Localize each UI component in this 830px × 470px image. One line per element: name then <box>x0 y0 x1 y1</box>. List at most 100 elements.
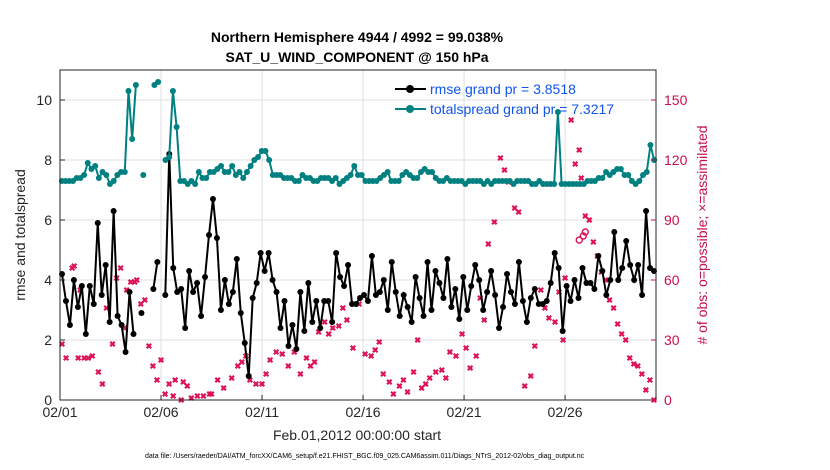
x-tick-label: 02/26 <box>548 404 583 420</box>
point-spread <box>384 169 391 175</box>
obs-assimilated-marker <box>473 352 480 360</box>
obs-assimilated-marker <box>117 264 124 272</box>
obs-assimilated-marker <box>438 366 445 374</box>
point-rmse <box>635 262 642 268</box>
obs-assimilated-marker <box>590 238 597 246</box>
obs-possible-marker <box>579 232 587 240</box>
point-rmse <box>527 295 534 301</box>
y-tick-label-left: 10 <box>36 92 52 108</box>
point-rmse <box>531 286 538 292</box>
point-rmse <box>599 268 606 274</box>
point-rmse <box>507 289 514 295</box>
obs-assimilated-marker <box>380 370 387 378</box>
point-rmse <box>182 325 189 331</box>
point-rmse <box>388 259 395 265</box>
point-rmse <box>341 283 348 289</box>
point-rmse <box>114 313 121 319</box>
point-rmse <box>364 298 371 304</box>
point-spread <box>240 175 247 181</box>
obs-assimilated-marker <box>368 352 375 360</box>
point-rmse <box>309 319 316 325</box>
point-spread <box>225 169 232 175</box>
obs-assimilated-marker <box>252 380 260 388</box>
obs-assimilated-marker <box>446 348 453 356</box>
point-rmse <box>376 289 383 295</box>
point-rmse <box>353 301 360 307</box>
x-tick-label: 02/11 <box>245 404 279 420</box>
point-rmse <box>368 253 375 259</box>
point-spread <box>203 175 210 181</box>
point-rmse <box>623 238 630 244</box>
point-rmse <box>209 196 216 202</box>
point-rmse <box>301 328 308 334</box>
point-rmse <box>456 316 463 322</box>
point-rmse <box>460 274 467 280</box>
obs-possible-marker <box>581 228 589 236</box>
point-rmse <box>360 292 367 298</box>
obs-markers <box>58 116 658 404</box>
point-rmse <box>78 283 85 289</box>
point-rmse <box>575 295 582 301</box>
point-spread <box>551 181 558 187</box>
point-rmse <box>86 283 93 289</box>
point-rmse <box>444 256 451 262</box>
point-spread <box>414 175 421 181</box>
obs-assimilated-marker <box>137 300 144 308</box>
obs-assimilated-marker <box>396 382 403 390</box>
point-rmse <box>221 277 228 283</box>
obs-assimilated-marker <box>267 356 274 364</box>
point-rmse <box>325 298 332 304</box>
obs-assimilated-marker <box>521 382 528 390</box>
point-rmse <box>551 250 558 256</box>
point-rmse <box>261 268 268 274</box>
point-rmse <box>245 373 252 379</box>
point-rmse <box>627 262 634 268</box>
point-rmse <box>198 313 205 319</box>
point-spread <box>173 124 180 130</box>
x-tick-label: 02/16 <box>346 404 381 420</box>
obs-assimilated-marker <box>418 384 425 392</box>
point-rmse <box>559 328 566 334</box>
obs-assimilated-marker <box>618 330 625 338</box>
point-rmse <box>106 319 113 325</box>
obs-assimilated-marker <box>157 356 165 364</box>
obs-assimilated-marker <box>467 364 474 372</box>
point-spread <box>218 163 225 169</box>
obs-assimilated-marker <box>376 338 383 346</box>
obs-assimilated-marker <box>610 304 617 312</box>
point-rmse <box>607 277 614 283</box>
obs-assimilated-marker <box>279 350 286 358</box>
obs-assimilated-marker <box>511 204 518 212</box>
point-spread <box>84 160 91 166</box>
point-spread <box>169 88 176 94</box>
point-rmse <box>285 343 292 349</box>
point-rmse <box>70 277 77 283</box>
obs-assimilated-marker <box>459 330 466 338</box>
obs-assimilated-marker <box>349 344 356 352</box>
obs-assimilated-marker <box>386 378 393 386</box>
point-rmse <box>492 292 499 298</box>
obs-assimilated-marker <box>75 354 82 362</box>
point-rmse <box>591 286 598 292</box>
obs-assimilated-marker <box>133 276 140 284</box>
y-tick-label-right: 0 <box>664 392 672 408</box>
point-rmse <box>225 301 232 307</box>
obs-assimilated-marker <box>343 316 350 324</box>
point-spread <box>95 175 102 181</box>
obs-assimilated-marker <box>626 354 633 362</box>
point-rmse <box>603 292 610 298</box>
point-spread <box>125 88 132 94</box>
footer-file-path: data file: /Users/raeder/DAI/ATM_forcXX/… <box>145 453 585 460</box>
chart-title-line2: SAT_U_WIND_COMPONENT @ 150 hPa <box>225 49 488 65</box>
obs-assimilated-marker <box>335 322 342 330</box>
obs-assimilated-marker <box>452 352 460 360</box>
point-rmse <box>611 229 618 235</box>
point-rmse <box>643 208 650 214</box>
point-rmse <box>408 319 415 325</box>
obs-assimilated-marker <box>149 362 156 370</box>
y-tick-label-right: 90 <box>664 212 680 228</box>
point-rmse <box>289 322 296 328</box>
obs-assimilated-marker <box>95 368 102 376</box>
point-spread <box>351 163 358 169</box>
y-tick-label-right: 60 <box>664 272 680 288</box>
